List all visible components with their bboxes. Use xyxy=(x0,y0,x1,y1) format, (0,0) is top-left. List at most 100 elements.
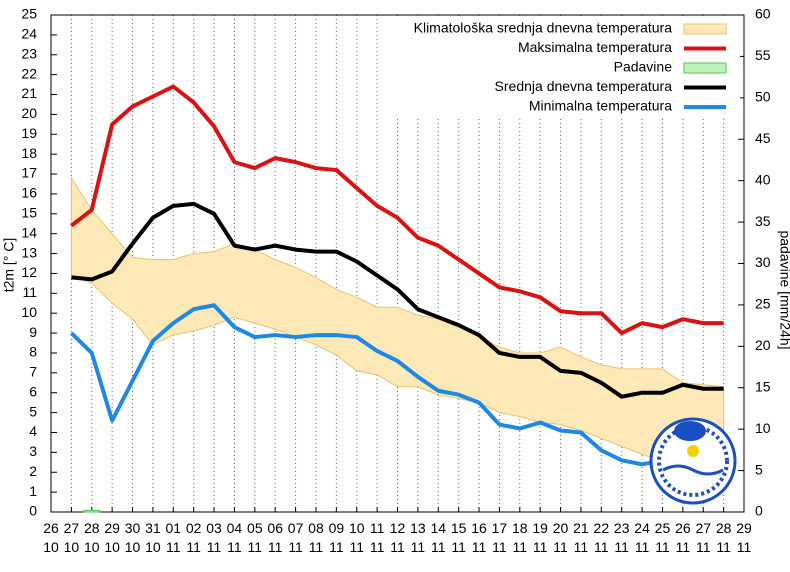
x-tick-day: 12 xyxy=(390,520,406,536)
y-tick-label: 3 xyxy=(29,443,37,459)
x-tick-label: 30 10 xyxy=(125,520,141,555)
y2-tick-label: 40 xyxy=(755,171,771,187)
x-tick-month: 11 xyxy=(207,539,222,555)
y-tick-label: 10 xyxy=(21,304,37,320)
x-tick-day: 29 xyxy=(736,520,752,536)
logo-wave xyxy=(662,464,724,476)
x-tick-label: 05 11 xyxy=(247,520,263,555)
x-tick-label: 28 11 xyxy=(716,520,732,555)
y-tick-label: 14 xyxy=(21,224,37,240)
x-tick-day: 11 xyxy=(370,520,385,536)
x-tick-day: 17 xyxy=(492,520,508,536)
y2-tick-label: 55 xyxy=(755,47,771,63)
x-tick-day: 03 xyxy=(206,520,222,536)
x-tick-month: 11 xyxy=(227,539,242,555)
y2-tick-label: 35 xyxy=(755,213,771,229)
logo-cloud xyxy=(674,421,706,441)
x-tick-month: 11 xyxy=(166,539,181,555)
x-tick-month: 11 xyxy=(411,539,426,555)
x-tick-day: 07 xyxy=(288,520,304,536)
x-tick-day: 13 xyxy=(410,520,426,536)
x-tick-label: 26 11 xyxy=(675,520,691,555)
x-tick-month: 10 xyxy=(43,539,59,555)
x-tick-label: 11 11 xyxy=(370,520,385,555)
x-tick-day: 27 xyxy=(64,520,80,536)
x-tick-day: 19 xyxy=(532,520,548,536)
x-tick-month: 11 xyxy=(451,539,466,555)
x-tick-month: 11 xyxy=(349,539,364,555)
x-tick-day: 24 xyxy=(634,520,650,536)
y2-tick-label: 15 xyxy=(755,378,771,394)
x-tick-month: 11 xyxy=(533,539,548,555)
logo-inner xyxy=(657,425,729,497)
x-tick-label: 04 11 xyxy=(227,520,243,555)
y-tick-label: 15 xyxy=(21,205,37,221)
y2-tick-label: 25 xyxy=(755,296,771,312)
x-tick-month: 11 xyxy=(186,539,201,555)
y-tick-label: 5 xyxy=(29,403,37,419)
x-tick-label: 28 10 xyxy=(84,520,100,555)
x-tick-day: 28 xyxy=(716,520,732,536)
y-tick-label: 17 xyxy=(21,165,37,181)
x-tick-label: 17 11 xyxy=(492,520,508,555)
x-tick-day: 09 xyxy=(329,520,345,536)
x-tick-month: 11 xyxy=(614,539,629,555)
x-tick-label: 08 11 xyxy=(308,520,324,555)
y-tick-label: 12 xyxy=(21,264,37,280)
x-tick-label: 27 10 xyxy=(64,520,80,555)
legend-swatch xyxy=(683,62,727,74)
y-tick-label: 16 xyxy=(21,185,37,201)
x-tick-day: 08 xyxy=(308,520,324,536)
legend-label: Klimatološka srednja dnevna temperatura xyxy=(414,20,673,36)
x-tick-label: 14 11 xyxy=(430,520,446,555)
x-tick-day: 04 xyxy=(227,520,243,536)
x-tick-month: 11 xyxy=(431,539,446,555)
y-tick-label: 4 xyxy=(29,423,37,439)
y-tick-label: 11 xyxy=(22,284,37,300)
x-tick-label: 23 11 xyxy=(614,520,630,555)
x-tick-day: 16 xyxy=(471,520,487,536)
bar xyxy=(83,509,101,513)
x-tick-month: 10 xyxy=(125,539,141,555)
x-tick-day: 15 xyxy=(451,520,467,536)
x-tick-month: 11 xyxy=(655,539,670,555)
x-tick-day: 05 xyxy=(247,520,263,536)
x-tick-label: 07 11 xyxy=(288,520,304,555)
x-tick-month: 11 xyxy=(472,539,487,555)
x-tick-day: 10 xyxy=(349,520,365,536)
y-tick-label: 1 xyxy=(29,483,37,499)
x-tick-day: 26 xyxy=(675,520,691,536)
x-tick-label: 25 11 xyxy=(655,520,671,555)
legend-label: Srednja dnevna temperatura xyxy=(495,78,673,94)
x-tick-month: 11 xyxy=(370,539,385,555)
x-tick-label: 01 11 xyxy=(166,520,182,555)
x-tick-label: 12 11 xyxy=(390,520,406,555)
y-tick-label: 20 xyxy=(21,105,37,121)
x-tick-month: 11 xyxy=(737,539,752,555)
x-tick-month: 11 xyxy=(696,539,711,555)
line xyxy=(69,303,724,467)
legend-label: Maksimalna temperatura xyxy=(518,39,672,55)
x-tick-label: 10 11 xyxy=(349,520,365,555)
x-tick-day: 21 xyxy=(573,520,589,536)
x-tick-month: 11 xyxy=(492,539,507,555)
y-axis-label: t2m [° C] xyxy=(1,238,17,293)
x-tick-day: 02 xyxy=(186,520,202,536)
x-tick-day: 31 xyxy=(145,520,161,536)
x-tick-label: 09 11 xyxy=(329,520,345,555)
y-tick-label: 2 xyxy=(29,463,37,479)
y2-tick-label: 60 xyxy=(755,6,771,22)
x-tick-label: 06 11 xyxy=(267,520,283,555)
y-tick-label: 7 xyxy=(29,364,37,380)
y-tick-label: 24 xyxy=(21,26,37,42)
logo xyxy=(649,417,737,505)
x-tick-month: 10 xyxy=(104,539,120,555)
x-tick-day: 14 xyxy=(430,520,446,536)
x-tick-day: 22 xyxy=(594,520,610,536)
y2-axis-label: padavine [mm/24h] xyxy=(777,230,790,349)
x-tick-day: 26 xyxy=(43,520,59,536)
y2-tick-label: 0 xyxy=(755,503,763,519)
x-tick-label: 13 11 xyxy=(410,520,426,555)
